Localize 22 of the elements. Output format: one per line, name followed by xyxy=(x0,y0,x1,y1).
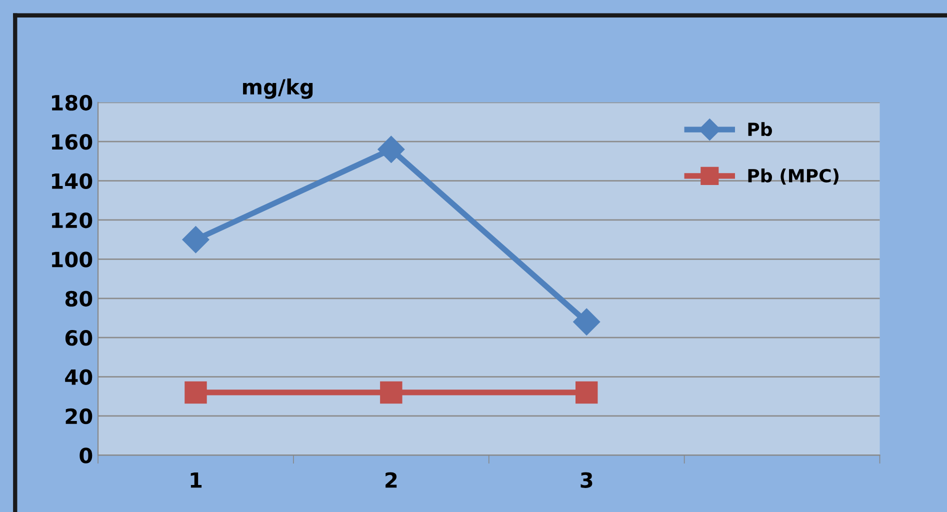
point xyxy=(573,308,600,336)
x-tick-label: 2 xyxy=(386,472,397,488)
legend-label: Pb xyxy=(748,122,772,136)
y-tick-label: 140 xyxy=(52,173,92,190)
y-tick-label: 120 xyxy=(52,212,92,228)
y-tick-label: 160 xyxy=(52,134,92,150)
x-tick-label: 3 xyxy=(580,472,592,488)
point xyxy=(575,381,598,404)
y-axis-title: mg/kg xyxy=(243,78,313,99)
point xyxy=(184,381,207,404)
x-tick-label: 1 xyxy=(190,472,202,488)
legend-label: Pb (MPC) xyxy=(748,168,839,185)
y-tick-label: 100 xyxy=(52,252,92,268)
point xyxy=(182,226,210,254)
y-tick-label: 20 xyxy=(66,408,92,424)
point xyxy=(378,136,405,163)
y-tick-label: 40 xyxy=(65,369,92,385)
y-tick-label: 80 xyxy=(65,290,92,307)
point xyxy=(380,381,402,404)
y-tick-label: 60 xyxy=(65,330,92,346)
y-tick-label: 0 xyxy=(80,448,92,464)
y-tick-label: 180 xyxy=(52,94,92,111)
